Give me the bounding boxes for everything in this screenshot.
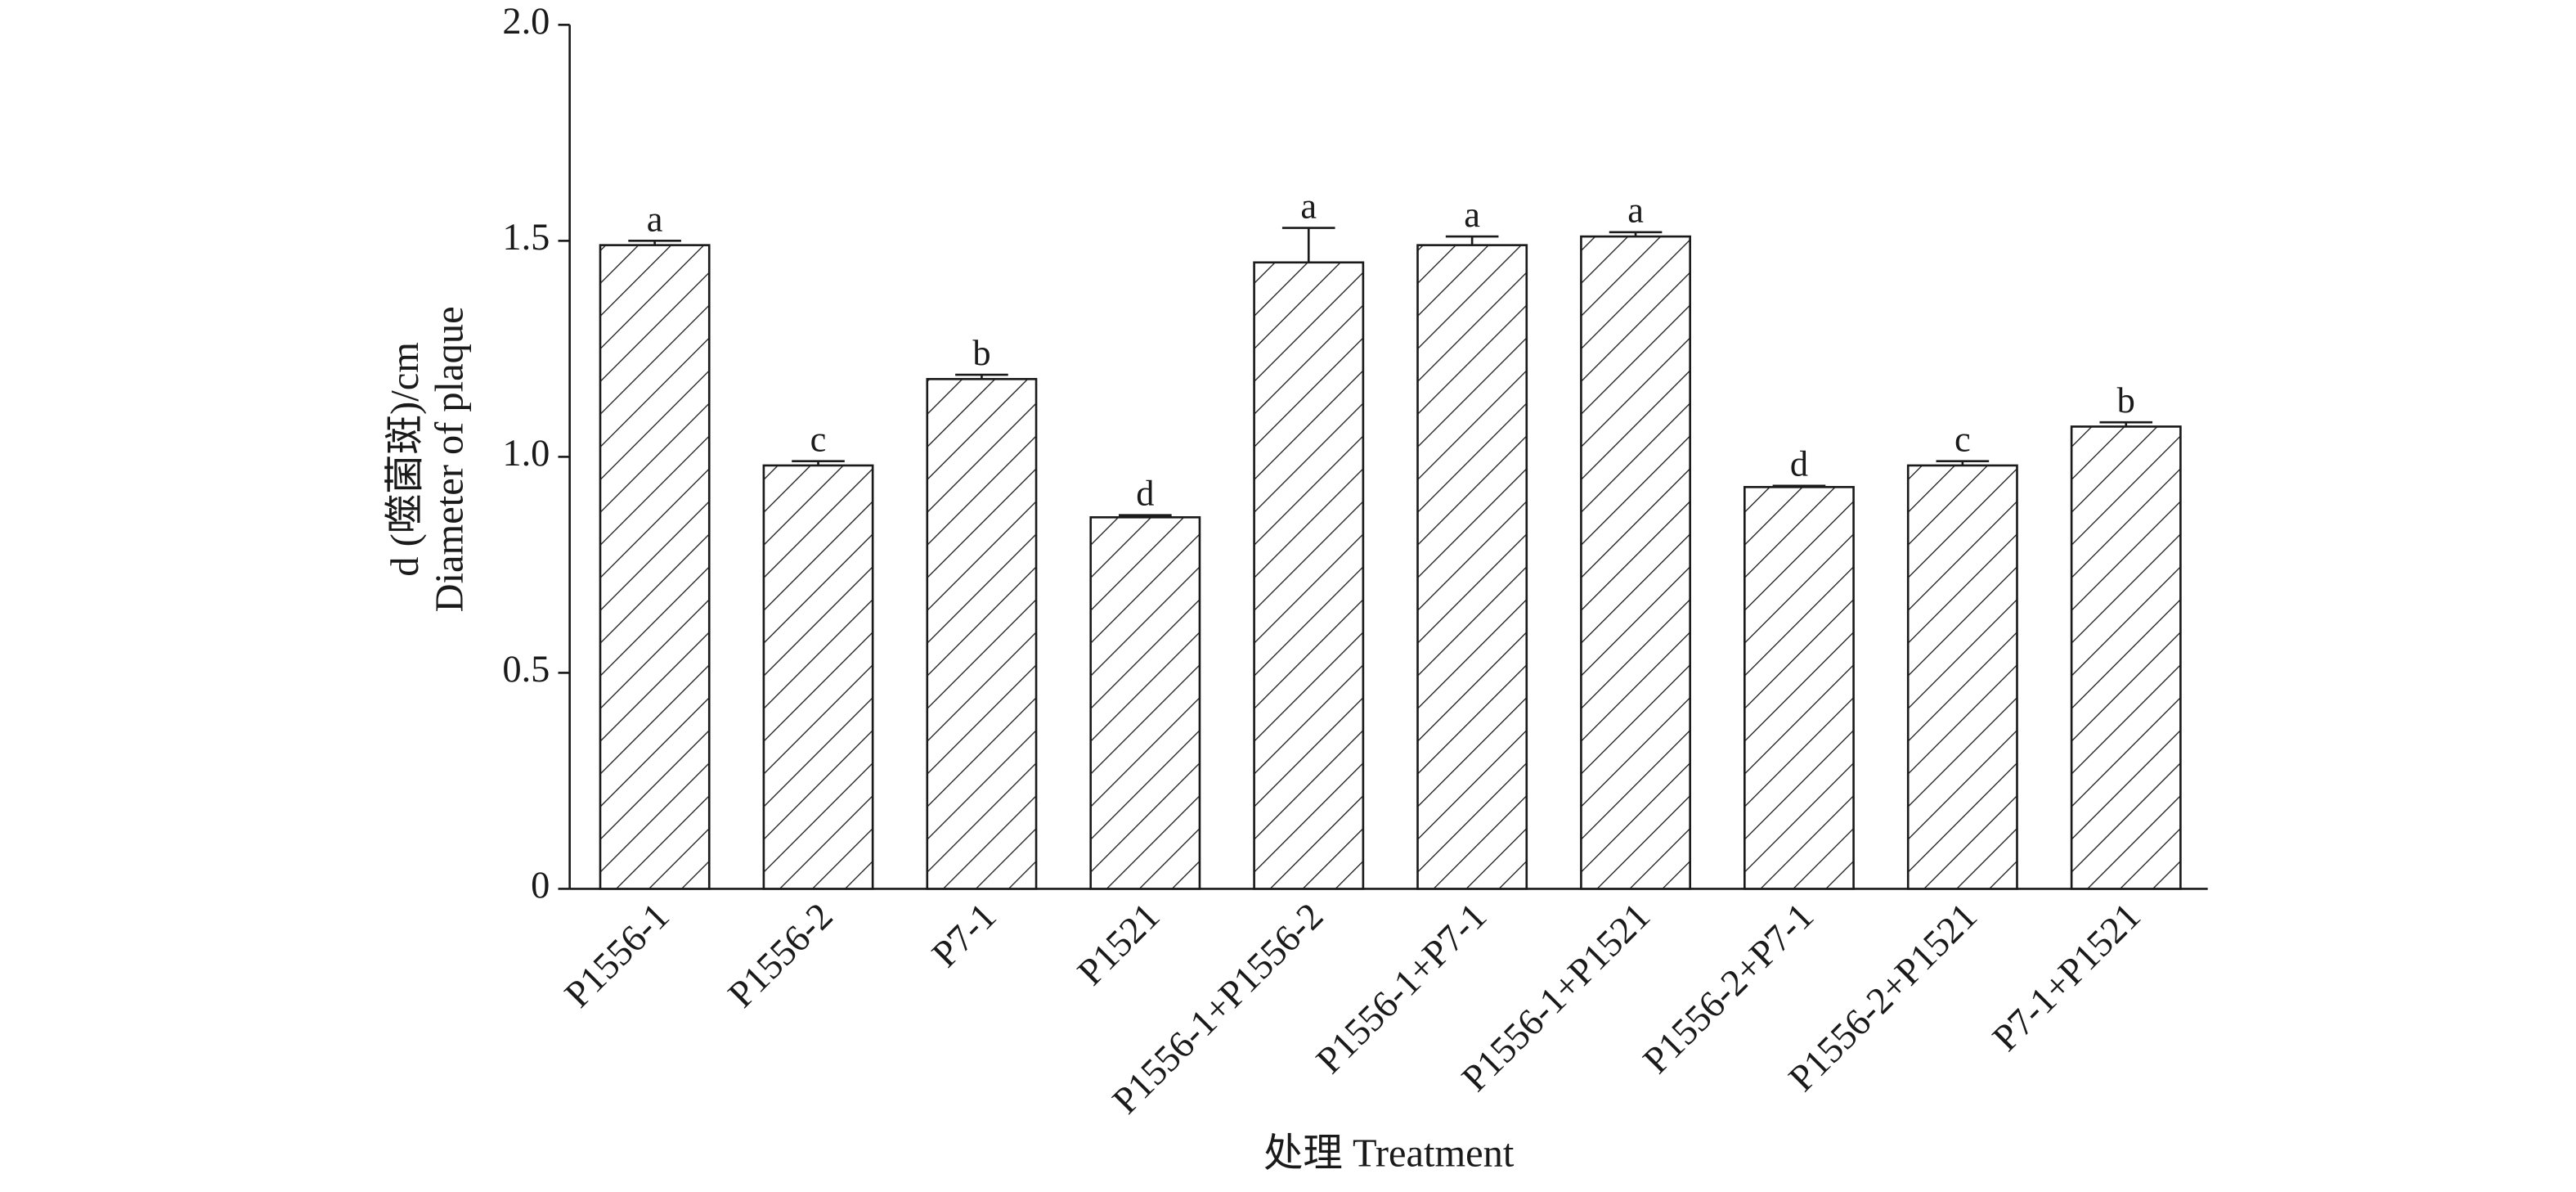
y-axis-title: d (噬菌斑)/cm Diameter of plaque bbox=[384, 306, 472, 612]
x-tick-label: P1556-2+P7-1 bbox=[1636, 895, 1822, 1082]
bar bbox=[1416, 244, 1528, 890]
x-tick-label: P7-1+P1521 bbox=[1985, 895, 2149, 1059]
bar bbox=[762, 464, 874, 890]
significance-letter: c bbox=[810, 419, 827, 460]
bar bbox=[926, 378, 1038, 890]
significance-letter: b bbox=[972, 332, 990, 373]
bar bbox=[2070, 425, 2182, 890]
bar bbox=[599, 244, 711, 890]
significance-letter: b bbox=[2117, 380, 2135, 421]
error-bar bbox=[792, 460, 845, 466]
y-tick-label: 0 bbox=[531, 865, 550, 906]
x-tick-label: P1556-1 bbox=[557, 895, 677, 1015]
y-tick-label: 1.5 bbox=[502, 217, 550, 259]
y-tick-label: 2.0 bbox=[502, 1, 550, 43]
significance-letter: d bbox=[1790, 443, 1808, 484]
bar bbox=[1906, 464, 2018, 890]
error-bar bbox=[1936, 460, 1990, 466]
bar bbox=[1744, 486, 1855, 890]
x-tick-label: P1521 bbox=[1070, 895, 1168, 993]
error-bar bbox=[2099, 421, 2153, 427]
significance-letter: a bbox=[1627, 190, 1644, 231]
bar bbox=[1253, 261, 1365, 890]
error-bar bbox=[1445, 235, 1499, 245]
error-bar bbox=[628, 240, 681, 245]
y-axis-title-line: d (噬菌斑)/cm bbox=[384, 342, 427, 577]
y-tick-label: 1.0 bbox=[502, 433, 550, 475]
error-bar bbox=[1119, 514, 1172, 518]
x-tick-label: P1556-1+P7-1 bbox=[1308, 895, 1495, 1082]
y-tick-label: 0.5 bbox=[502, 649, 550, 690]
significance-letter: a bbox=[1464, 194, 1480, 235]
bar bbox=[1089, 515, 1201, 890]
significance-letter: d bbox=[1136, 473, 1154, 514]
significance-letter: c bbox=[1954, 419, 1971, 460]
x-tick-label: P1556-2 bbox=[720, 895, 841, 1015]
error-bar bbox=[1281, 227, 1335, 263]
x-axis-title: 处理 Treatment bbox=[1263, 1132, 1515, 1176]
significance-letter: a bbox=[1300, 185, 1317, 226]
bar bbox=[1580, 235, 1691, 890]
y-axis-title-line: Diameter of plaque bbox=[428, 306, 471, 612]
x-tick-label: P7-1 bbox=[924, 895, 1004, 975]
error-bar bbox=[955, 373, 1008, 380]
error-bar bbox=[1609, 231, 1663, 237]
significance-letter: a bbox=[647, 198, 663, 239]
error-bar bbox=[1772, 484, 1826, 488]
